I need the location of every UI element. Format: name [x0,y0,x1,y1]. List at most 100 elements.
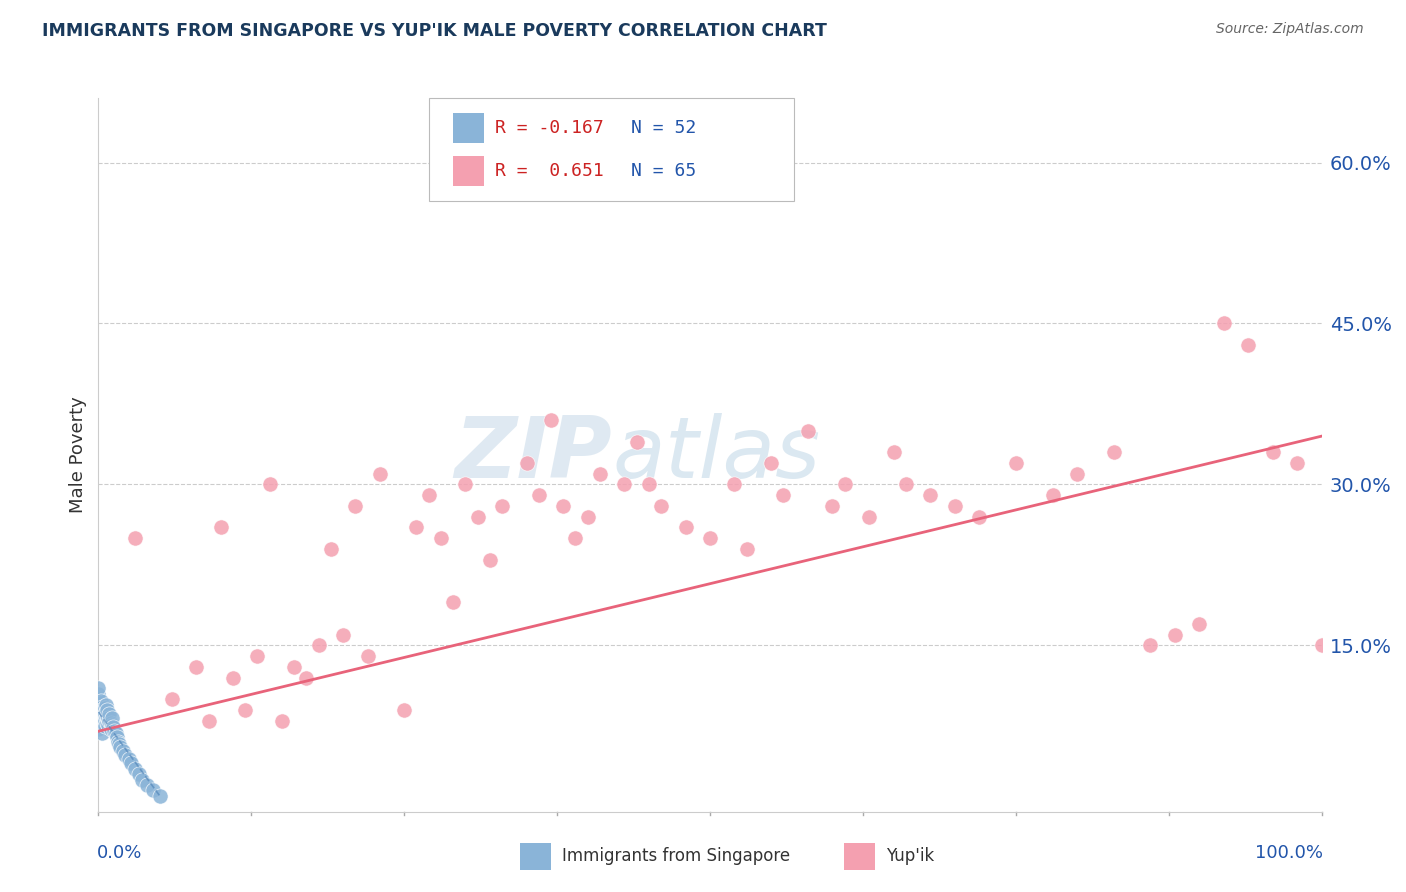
Point [209,520,232,534]
Point [246,649,269,664]
Point [441,595,464,609]
Point [100,715,122,730]
Point [103,724,125,739]
Text: N = 52: N = 52 [631,119,696,137]
Point [91,699,114,714]
Point [1286,456,1309,470]
Point [142,783,165,797]
Point [723,477,745,491]
Point [97,718,120,732]
Point [93,719,115,733]
Point [967,509,990,524]
Text: 100.0%: 100.0% [1256,844,1323,862]
Text: atlas: atlas [612,413,820,497]
Point [101,720,124,734]
Point [101,718,124,732]
Point [430,531,453,545]
Point [104,726,127,740]
Point [834,477,856,491]
Point [858,509,880,524]
Point [233,703,256,717]
Point [91,708,114,723]
Point [478,552,501,566]
Point [356,649,378,664]
Text: 0.0%: 0.0% [97,844,142,862]
Point [1188,616,1211,631]
Point [197,714,219,728]
Point [418,488,440,502]
Point [94,705,117,719]
Point [797,424,820,438]
Point [1004,456,1026,470]
Point [344,499,367,513]
Point [222,671,245,685]
Point [91,702,114,716]
Point [91,711,114,725]
Point [1261,445,1284,459]
Point [136,778,159,792]
Text: N = 65: N = 65 [631,161,696,180]
Text: IMMIGRANTS FROM SINGAPORE VS YUP'IK MALE POVERTY CORRELATION CHART: IMMIGRANTS FROM SINGAPORE VS YUP'IK MALE… [42,22,827,40]
Point [87,687,110,701]
Point [491,499,513,513]
Point [87,708,110,723]
Point [87,698,110,712]
Point [101,711,124,725]
Text: R = -0.167: R = -0.167 [495,119,603,137]
Point [105,730,128,744]
Point [98,707,121,722]
Point [735,541,758,556]
Point [93,700,115,714]
Point [149,789,172,803]
Point [699,531,721,545]
Point [821,499,844,513]
Point [131,772,153,787]
Point [467,509,489,524]
Point [270,714,294,728]
Point [308,639,330,653]
Point [392,703,416,717]
Text: ZIP: ZIP [454,413,612,497]
Point [110,740,132,755]
Point [405,520,427,534]
Point [186,660,208,674]
Text: Immigrants from Singapore: Immigrants from Singapore [562,847,790,865]
Point [761,456,783,470]
Point [111,743,134,757]
Point [332,628,354,642]
Point [295,671,318,685]
Text: Source: ZipAtlas.com: Source: ZipAtlas.com [1216,22,1364,37]
Point [87,681,110,696]
Point [675,520,697,534]
Point [93,707,115,722]
Point [87,715,110,730]
Point [87,722,110,736]
Point [1042,488,1064,502]
Point [118,752,141,766]
Point [553,499,575,513]
Point [283,660,305,674]
Point [527,488,550,502]
Point [626,434,648,449]
Point [1139,639,1161,653]
Point [613,477,636,491]
Y-axis label: Male Poverty: Male Poverty [69,397,87,513]
Point [1102,445,1125,459]
Point [1066,467,1088,481]
Point [124,531,146,545]
Point [576,509,599,524]
Point [90,694,112,708]
Point [114,747,136,762]
Point [1164,628,1187,642]
Point [772,488,794,502]
Point [319,541,342,556]
Point [96,715,118,730]
Point [637,477,661,491]
Point [90,700,112,714]
Point [894,477,917,491]
Point [96,703,118,717]
Point [883,445,905,459]
Point [920,488,942,502]
Point [124,762,146,776]
Point [589,467,612,481]
